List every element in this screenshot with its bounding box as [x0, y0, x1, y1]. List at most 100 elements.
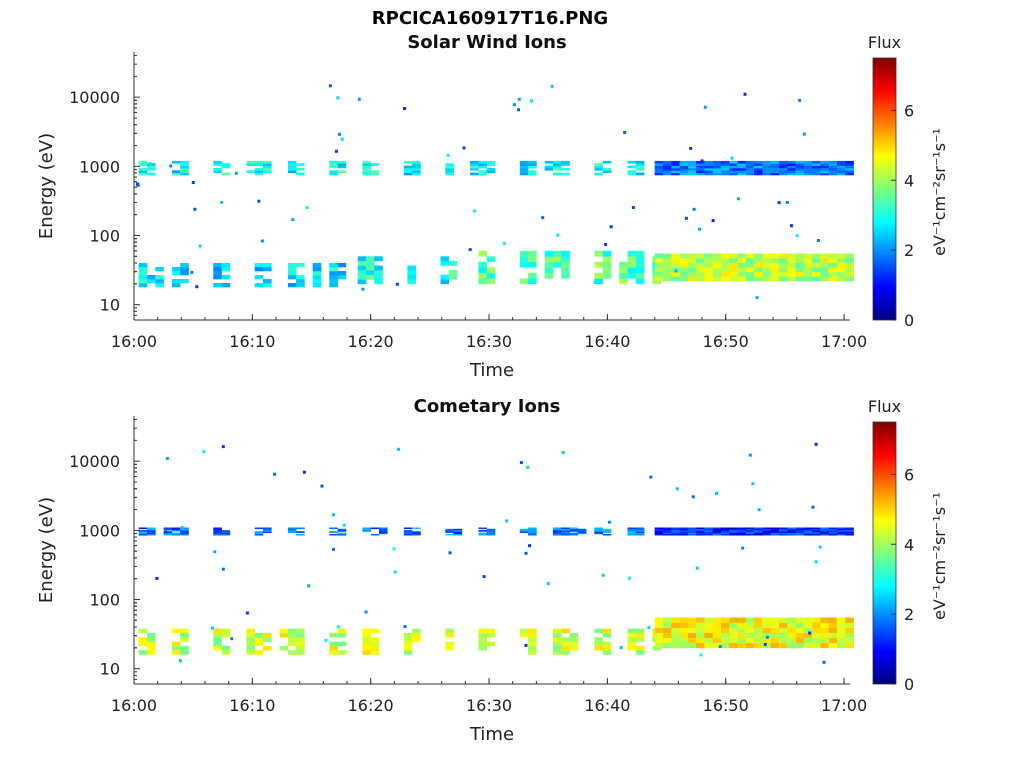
- heatmap-cell: [221, 531, 231, 533]
- heatmap-cell: [486, 256, 496, 263]
- heatmap-cell: [505, 519, 509, 523]
- heatmap-cell: [777, 201, 781, 205]
- heatmap-cell: [795, 172, 805, 176]
- heatmap-cell: [754, 160, 763, 164]
- heatmap-cell: [745, 637, 755, 644]
- heatmap-cell: [754, 167, 763, 171]
- heatmap-cell: [795, 262, 805, 268]
- heatmap-cell: [704, 530, 713, 532]
- heatmap-cell: [305, 206, 309, 210]
- heatmap-cell: [528, 165, 537, 169]
- heatmap-cell: [403, 167, 413, 171]
- heatmap-cell: [379, 527, 388, 530]
- heatmap-cell: [671, 530, 680, 532]
- heatmap-cell: [171, 533, 181, 536]
- heatmap-cell: [745, 531, 755, 533]
- heatmap-cell: [163, 531, 173, 533]
- heatmap-cell: [845, 258, 854, 263]
- heatmap-cell: [787, 258, 796, 263]
- heatmap-cell: [379, 532, 388, 535]
- heatmap-cell: [569, 645, 579, 651]
- heatmap-cell: [594, 250, 603, 257]
- heatmap-cell: [362, 641, 371, 647]
- heatmap-cell: [812, 642, 821, 649]
- heatmap-cell: [745, 262, 755, 268]
- heatmap-cell: [820, 530, 829, 532]
- heatmap-cell: [234, 171, 238, 175]
- heatmap-cell: [837, 253, 846, 259]
- heatmap-cell: [147, 531, 156, 533]
- heatmap-cell: [779, 271, 788, 277]
- heatmap-cell: [552, 160, 562, 164]
- heatmap-cell: [627, 576, 631, 580]
- heatmap-cell: [779, 267, 788, 273]
- heatmap-cell: [561, 250, 570, 257]
- heatmap-cell: [445, 528, 454, 531]
- heatmap-cell: [448, 260, 458, 266]
- heatmap-cell: [679, 632, 689, 638]
- heatmap-cell: [787, 172, 796, 176]
- heatmap-cell: [561, 451, 565, 454]
- heatmap-cell: [671, 528, 680, 531]
- heatmap-cell: [446, 153, 450, 157]
- heatmap-cell: [635, 278, 645, 285]
- heatmap-cell: [552, 533, 562, 536]
- heatmap-cell: [561, 533, 570, 536]
- heatmap-cell: [691, 495, 695, 499]
- heatmap-cell: [762, 531, 771, 533]
- heatmap-cell: [828, 165, 838, 169]
- heatmap-cell: [171, 641, 181, 647]
- heatmap-cell: [787, 533, 796, 536]
- heatmap-cell: [687, 533, 697, 536]
- heatmap-cell: [737, 532, 747, 535]
- heatmap-cell: [729, 617, 738, 623]
- heatmap-cell: [820, 271, 829, 277]
- heatmap-cell: [762, 528, 771, 531]
- heatmap-cell: [287, 641, 297, 647]
- heatmap-cell: [820, 617, 829, 623]
- heatmap-cell: [337, 650, 347, 655]
- heatmap-cell: [619, 646, 623, 650]
- heatmap-cell: [845, 642, 854, 649]
- heatmap-cell: [737, 267, 747, 273]
- heatmap-cell: [213, 550, 217, 554]
- heatmap-cell: [770, 527, 780, 530]
- heatmap-cell: [845, 163, 854, 166]
- heatmap-cell: [704, 170, 713, 173]
- heatmap-cell: [263, 167, 272, 171]
- heatmap-cell: [138, 275, 148, 280]
- heatmap-cell: [486, 170, 496, 173]
- heatmap-cell: [594, 645, 603, 651]
- heatmap-cell: [561, 256, 570, 263]
- heatmap-cell: [287, 650, 297, 655]
- heatmap-cell: [845, 160, 854, 164]
- heatmap-cell: [180, 267, 189, 272]
- heatmap-cell: [627, 531, 637, 533]
- y-tick-label: 10000: [69, 88, 120, 107]
- heatmap-cell: [552, 172, 562, 176]
- heatmap-cell: [762, 253, 771, 259]
- heatmap-cell: [754, 527, 763, 530]
- heatmap-cell: [812, 271, 821, 277]
- heatmap-cell: [698, 227, 701, 231]
- heatmap-cell: [671, 262, 680, 268]
- heatmap-cell: [180, 645, 189, 651]
- heatmap-cell: [729, 167, 738, 171]
- heatmap-cell: [696, 267, 705, 273]
- heatmap-cell: [779, 276, 788, 282]
- heatmap-cell: [462, 146, 466, 150]
- heatmap-cell: [180, 160, 189, 164]
- heatmap-cell: [370, 163, 380, 166]
- heatmap-cell: [544, 256, 554, 263]
- heatmap-cell: [263, 263, 272, 268]
- heatmap-cell: [762, 271, 771, 277]
- heatmap-cell: [213, 528, 222, 531]
- heatmap-cell: [770, 165, 780, 169]
- heatmap-cell: [171, 283, 181, 288]
- heatmap-cell: [729, 632, 738, 638]
- heatmap-cell: [779, 617, 788, 623]
- heatmap-cell: [816, 239, 820, 242]
- heatmap-cell: [213, 283, 222, 288]
- heatmap-cell: [770, 622, 780, 628]
